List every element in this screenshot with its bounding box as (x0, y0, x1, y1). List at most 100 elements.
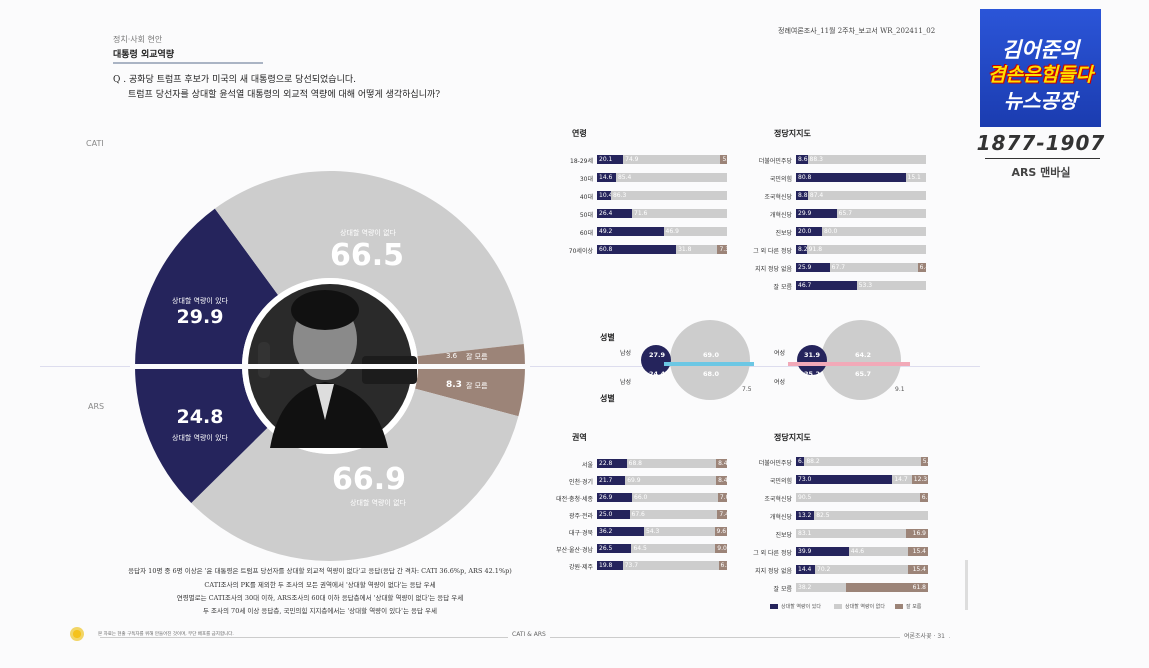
brand-logo-box (980, 9, 1101, 127)
female-divider (788, 362, 910, 366)
legend-neg-swatch (834, 604, 842, 609)
brand-line-2: 겸손은힘들다 (988, 64, 1093, 86)
party-top-bar: 8.8 87.4 (796, 191, 926, 200)
region-pos-segment: 25.0 (597, 510, 630, 519)
age-dk-segment: 5.0 (720, 155, 727, 164)
party-bottom-dk-segment: 15.4 (907, 547, 928, 556)
age-pos-segment: 60.8 (597, 245, 677, 254)
age-neg-segment: 74.9 (623, 155, 721, 164)
cati-pos-slice (135, 208, 279, 366)
party-top-bar: 20.0 80.0 (796, 227, 926, 236)
footer-left: 본 자료는 현출 구독자를 위해 만들어진 것이며, 무단 배포를 금지합니다. (98, 632, 234, 637)
gender-female-label-bottom: 여성 (774, 379, 786, 386)
female-cati-neg: 64.2 (854, 351, 872, 359)
party-bottom-dk-segment: 6.0 (919, 493, 928, 502)
question-line-2: 트럼프 당선자를 상대할 윤석열 대통령의 외교적 역량에 대해 어떻게 생각하… (128, 90, 441, 100)
ars-phone-number: 1877-1907 (976, 131, 1106, 155)
brand-line-1: 김어준의 (1001, 38, 1080, 62)
legend-pos-swatch (770, 604, 778, 609)
section-gender-bottom: 성별 (600, 394, 615, 403)
region-bar: 36.2 54.3 9.6 (597, 527, 727, 536)
party-bottom-dk-segment: 16.9 (905, 529, 928, 538)
party-bottom-bar: 83.1 16.9 (796, 529, 928, 538)
region-neg-segment: 69.9 (625, 476, 717, 485)
party-top-pos-segment: 25.9 (796, 263, 830, 272)
party-top-label: 조국혁신당 (764, 194, 792, 201)
ars-subtitle: ARS 맨바실 (1011, 166, 1071, 179)
region-dk-segment: 9.0 (715, 544, 727, 553)
region-bar: 19.873.76.5 (597, 561, 727, 570)
header-title: 대통령 외교역량 (113, 50, 175, 60)
party-top-bar: 29.9 65.7 (796, 209, 926, 218)
gender-circles (641, 320, 910, 400)
summary-line-2: CATI조사의 PK를 제외한 두 조사의 모든 권역에서 '상대할 역량이 없… (204, 581, 436, 589)
summary-line-1: 응답자 10명 중 6명 이상은 '윤 대통령은 트럼프 당선자를 상대할 외교… (128, 567, 512, 575)
portrait-shirt (316, 384, 334, 420)
party-bottom-label: 더불어민주당 (758, 460, 792, 467)
party-bottom-pos-segment: 14.4 (796, 565, 815, 574)
donut-cati (135, 170, 525, 366)
region-label: 대전·충청·세종 (556, 496, 593, 503)
male-ars-neg: 68.0 (702, 370, 720, 378)
region-pos-segment: 26.9 (597, 493, 632, 502)
ars-dk-label: 잘 모름 (466, 382, 488, 390)
region-label: 대구·경북 (569, 530, 593, 537)
male-cati-neg: 69.0 (702, 351, 720, 359)
cati-neg-value: 66.5 (330, 238, 405, 273)
section-gender-top: 성별 (600, 333, 615, 342)
age-label: 70세이상 (568, 248, 593, 255)
header-category: 정치·사회 현안 (113, 35, 163, 44)
party-bottom-neg-segment: 88.2 (804, 457, 921, 466)
party-bottom-bar: 14.4 70.2 15.4 (796, 565, 928, 574)
party-top-neg-segment: 91.8 (806, 245, 926, 254)
female-ars-pos: 25.2 (803, 370, 821, 378)
age-neg-segment: 31.8 (676, 245, 718, 254)
party-top-bar: 46.7 53.3 (796, 281, 926, 290)
party-bottom-neg-segment: 70.2 (815, 565, 908, 574)
region-neg-segment: 68.8 (626, 459, 717, 468)
party-bottom-dk-segment: 5.5 (920, 457, 928, 466)
age-label: 18-29세 (570, 158, 593, 165)
party-top-pos-segment: 46.7 (796, 281, 857, 290)
age-bar: 49.2 46.9 (597, 227, 727, 236)
phone-icon (258, 342, 270, 378)
phone-underline (985, 158, 1100, 159)
party-top-neg-segment: 65.7 (836, 209, 926, 218)
page-edge-mark (965, 560, 968, 610)
party-top-label: 더불어민주당 (758, 158, 792, 165)
party-top-label: 지지 정당 없음 (755, 266, 792, 273)
ars-pos-slice (135, 366, 268, 504)
age-pos-segment: 26.4 (597, 209, 633, 218)
age-bar: 20.174.95.0 (597, 155, 727, 164)
party-bottom-bar: 90.56.0 (796, 493, 928, 502)
party-top-label: 잘 모름 (773, 284, 792, 291)
section-region: 권역 (572, 433, 587, 442)
region-pos-segment: 22.8 (597, 459, 627, 468)
party-bottom-pos-segment: 73.0 (796, 475, 893, 484)
age-neg-segment: 46.9 (663, 227, 727, 236)
region-label: 인천·경기 (569, 479, 593, 486)
donut-split-gap (130, 364, 530, 369)
party-top-bar: 8.6 88.3 (796, 155, 926, 164)
ars-pos-label: 상대할 역량이 있다 (172, 434, 228, 442)
region-neg-segment: 66.0 (632, 493, 718, 502)
male-ars-dk: 7.5 (742, 386, 752, 393)
party-top-neg-segment: 87.4 (807, 191, 926, 200)
party-top-pos-segment: 20.0 (796, 227, 822, 236)
party-top-neg-segment: 67.7 (829, 263, 918, 272)
party-top-label: 개혁신당 (769, 212, 792, 219)
age-bar: 14.6 85.4 (597, 173, 727, 182)
party-top-neg-segment: 15.1 (905, 173, 926, 182)
party-top-label: 진보당 (775, 230, 792, 237)
party-bottom-pos-segment: 39.9 (796, 547, 849, 556)
cati-dk-value: 3.6 (446, 352, 458, 360)
male-pos-circle (641, 345, 671, 375)
region-neg-segment: 64.5 (631, 544, 716, 553)
party-bottom-bar: 6.388.25.5 (796, 457, 928, 466)
party-top-pos-segment: 8.2 (796, 245, 807, 254)
party-top-bar: 8.2 91.8 (796, 245, 926, 254)
party-bottom-pos-segment: 13.2 (796, 511, 815, 520)
ars-dk-value: 8.3 (446, 380, 462, 390)
cati-dk-label: 잘 모름 (466, 353, 488, 361)
ars-pos-value: 24.8 (176, 406, 224, 428)
